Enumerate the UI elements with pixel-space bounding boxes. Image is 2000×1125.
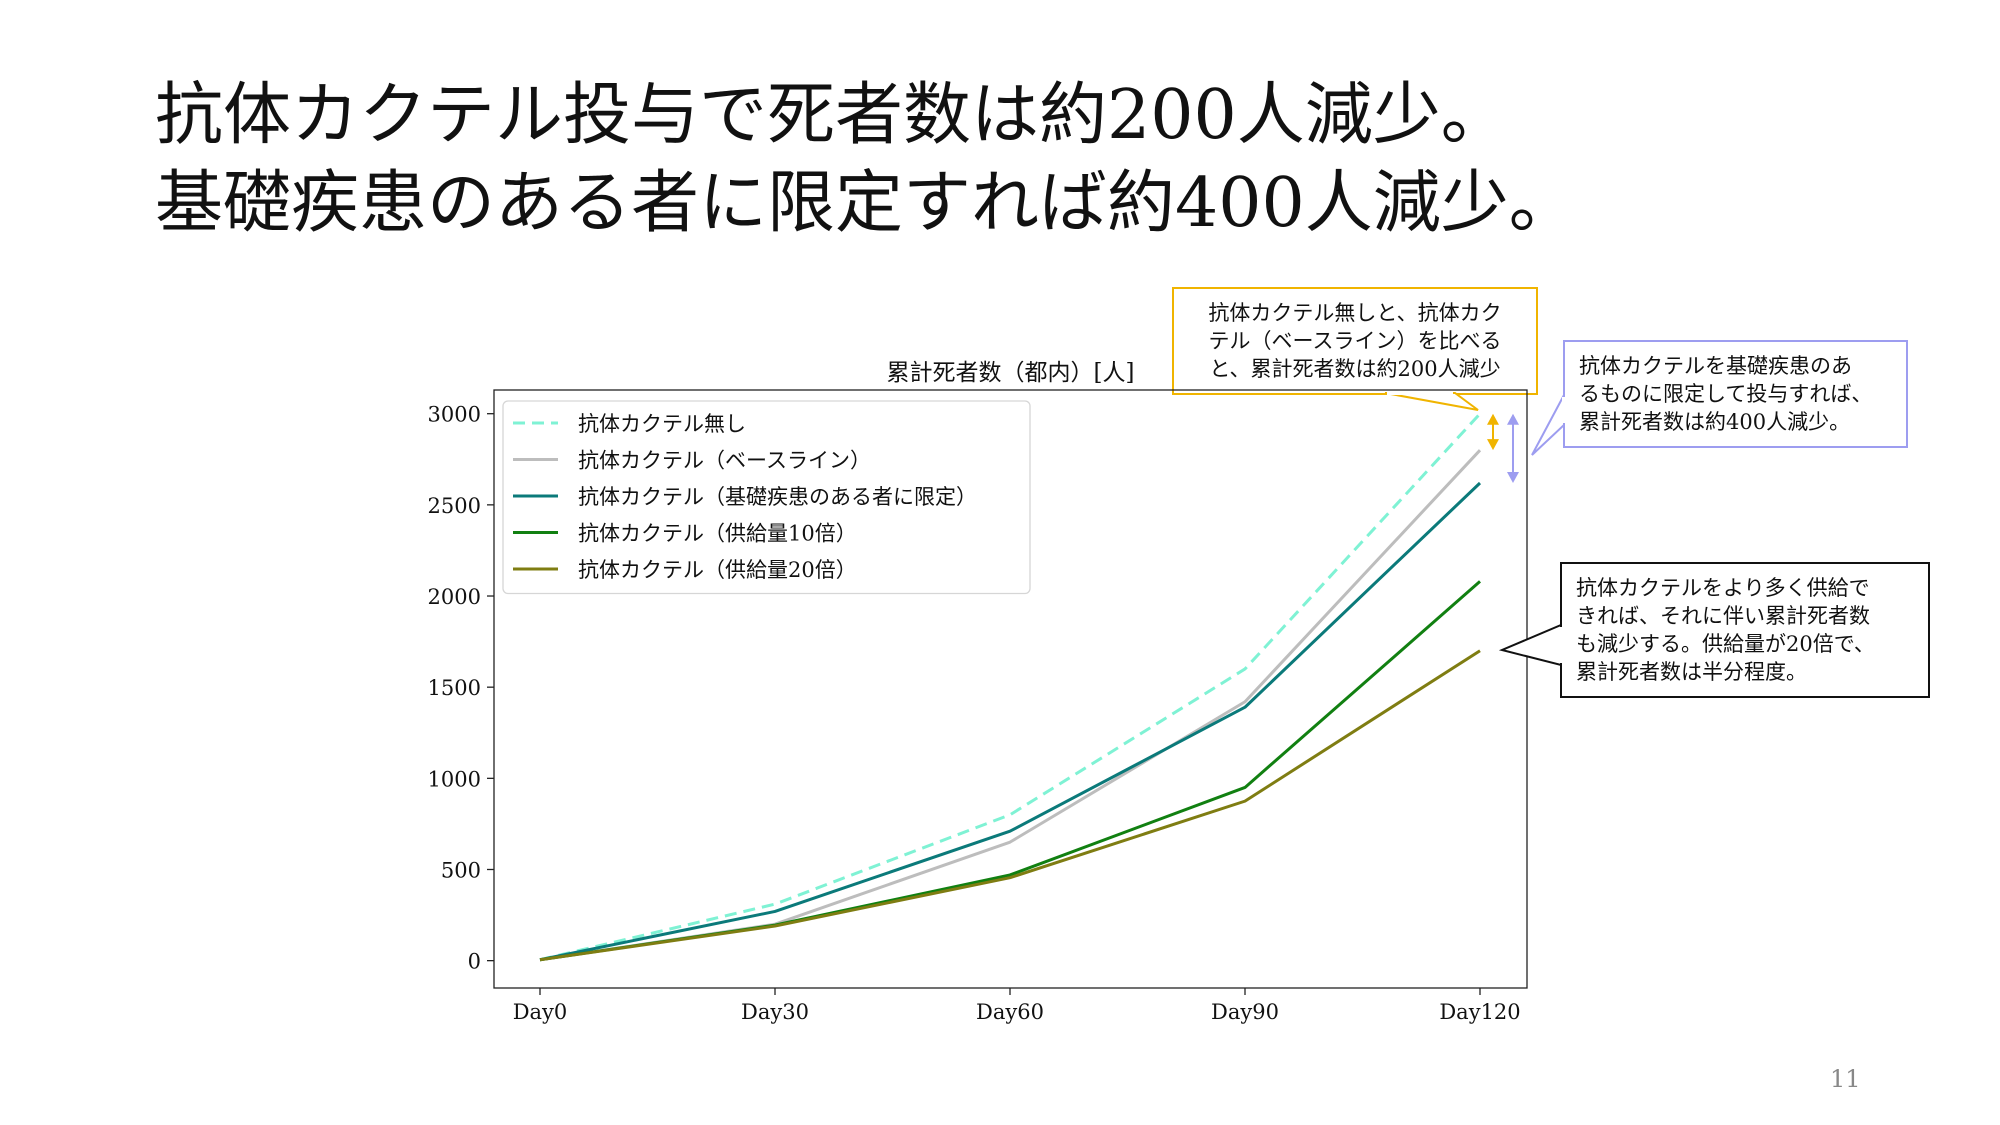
legend-label: 抗体カクテル（ベースライン）	[578, 449, 871, 473]
legend-label: 抗体カクテル無し	[578, 412, 746, 436]
x-tick-label: Day120	[1439, 1000, 1520, 1024]
series-line-3	[539, 481, 1482, 962]
callout-line: 累計死者数は半分程度。	[1576, 660, 1807, 684]
callout-line: るものに限定して投与すれば、	[1579, 382, 1873, 406]
callout-pointer	[1531, 394, 1565, 456]
arrow-head	[1487, 413, 1499, 425]
plot-frame	[493, 389, 1528, 989]
callout-baseline-comparison: 抗体カクテル無しと、抗体カク テル（ベースライン）を比べる と、累計死者数は約2…	[1172, 287, 1538, 395]
callout-pointer	[1498, 623, 1562, 667]
callout-line: きれば、それに伴い累計死者数	[1576, 604, 1870, 628]
arrow-head	[1507, 471, 1519, 483]
y-tick-label: 500	[441, 858, 481, 882]
slide-title-line-1: 抗体カクテル投与で死者数は約200人減少。	[155, 76, 1509, 155]
series-line-5	[539, 649, 1481, 962]
arrow-head	[1507, 413, 1519, 425]
callout-line: と、累計死者数は約200人減少	[1209, 357, 1501, 381]
y-tick-label: 2000	[428, 585, 481, 609]
callout-pointer	[1384, 392, 1479, 411]
callout-supply-increase: 抗体カクテルをより多く供給で きれば、それに伴い累計死者数 も減少する。供給量が…	[1560, 562, 1930, 698]
callout-line: も減少する。供給量が20倍で、	[1576, 632, 1875, 656]
y-tick-label: 0	[468, 950, 481, 974]
y-tick-label: 1000	[428, 767, 481, 791]
legend-label: 抗体カクテル（供給量20倍）	[578, 558, 857, 582]
callout-underlying-condition: 抗体カクテルを基礎疾患のあ るものに限定して投与すれば、 累計死者数は約400人…	[1563, 340, 1908, 448]
x-tick-label: Day90	[1211, 1000, 1279, 1024]
x-tick-label: Day60	[976, 1000, 1044, 1024]
slide-title: 抗体カクテル投与で死者数は約200人減少。 基礎疾患のある者に限定すれば約400…	[155, 72, 1577, 248]
series-line-2	[539, 449, 1482, 962]
slide-title-line-2: 基礎疾患のある者に限定すれば約400人減少。	[155, 164, 1577, 243]
y-tick-label: 1500	[428, 676, 481, 700]
y-tick-label: 3000	[428, 403, 481, 427]
y-tick-label: 2500	[428, 494, 481, 518]
legend-label: 抗体カクテル（供給量10倍）	[578, 522, 857, 546]
callout-line: 抗体カクテルをより多く供給で	[1576, 576, 1870, 600]
callout-line: テル（ベースライン）を比べる	[1208, 329, 1502, 353]
x-tick-label: Day30	[741, 1000, 809, 1024]
x-tick-label: Day0	[513, 1000, 568, 1024]
callout-line: 抗体カクテルを基礎疾患のあ	[1579, 354, 1852, 378]
callout-line: 抗体カクテル無しと、抗体カク	[1208, 301, 1502, 325]
page-number: 11	[1830, 1065, 1861, 1093]
series-line-1	[539, 412, 1482, 962]
series-line-4	[539, 580, 1481, 962]
callout-line: 累計死者数は約400人減少。	[1579, 410, 1851, 434]
arrow-head	[1487, 439, 1499, 451]
chart-title: 累計死者数（都内）[人]	[887, 360, 1135, 386]
legend-label: 抗体カクテル（基礎疾患のある者に限定）	[578, 485, 977, 509]
legend-box	[502, 400, 1031, 595]
